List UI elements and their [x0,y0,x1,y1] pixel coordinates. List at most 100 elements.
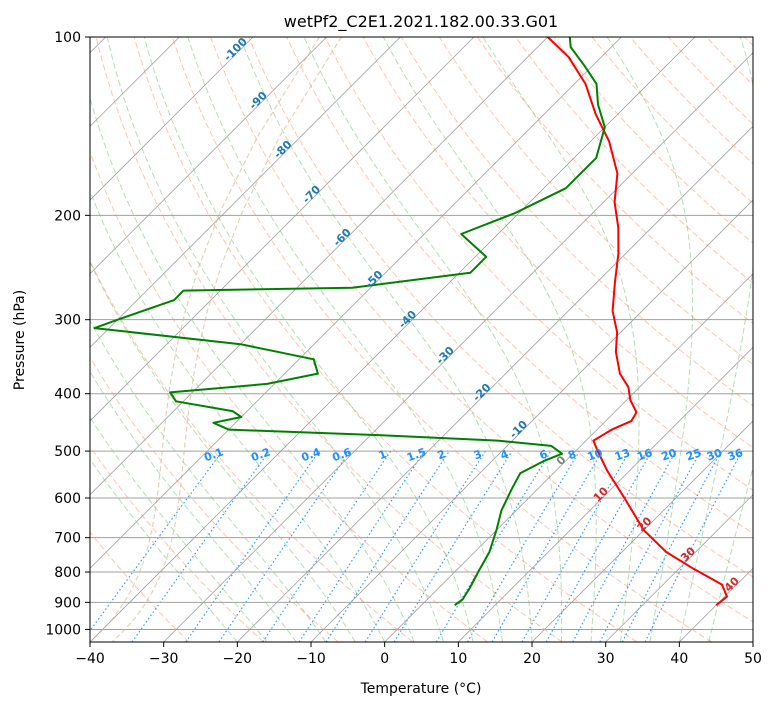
isotherm-line [458,346,753,642]
dry-adiabat [400,37,753,407]
mixing-ratio-line [521,450,631,642]
x-axis-label: Temperature (°C) [360,681,482,697]
y-tick-label: 400 [54,387,81,403]
x-tick-label: −40 [75,651,105,667]
mixing-ratio-label: 1 [377,447,389,462]
mixing-ratio-line [325,450,450,642]
moist-adiabat [90,189,386,642]
dry-adiabat [515,37,753,284]
mixing-ratio-label: 3 [472,447,484,462]
isotherm-line [90,37,696,642]
dry-adiabat [171,37,712,642]
isotherm-line [90,37,548,496]
isotherm-line [90,37,622,569]
y-axis-label: Pressure (hPa) [12,290,28,390]
moist-adiabat [90,260,356,642]
mixing-ratio-label: 1.5 [405,445,428,464]
y-tick-label: 700 [54,531,81,547]
moist-adiabat [143,37,474,642]
moist-adiabat [90,458,238,642]
moist-adiabat [90,370,297,642]
y-tick-label: 1000 [45,622,81,638]
isotherm-line [384,273,753,642]
dry-adiabat [90,356,339,642]
x-tick-label: 20 [523,651,541,667]
moist-adiabat [187,37,503,642]
mixing-ratio-line [644,450,743,642]
moist-adiabat [382,37,597,642]
x-tick-label: −30 [149,651,179,667]
isotherm-line [237,125,753,642]
profile-lines [93,37,728,607]
mixing-ratio-line [131,450,270,642]
y-tick-label: 100 [54,30,81,46]
mixing-ratio-label: 6 [538,447,550,462]
isotherm-line [310,199,753,642]
dry-adiabat [90,445,264,642]
y-tick-label: 300 [54,313,81,329]
mixing-ratio-label: 0.6 [330,445,353,464]
mixing-ratio-label: 0.4 [300,445,323,464]
mixing-ratio-label: 20 [660,446,679,464]
moist-adiabat [90,416,268,642]
dry-adiabat [210,37,753,623]
mixing-ratio-line [393,450,513,642]
mixing-ratio-line [298,450,425,642]
mixing-ratio-line [90,450,223,632]
axes: −40 −30 −20 −10 0 10 20 30 40 5010020030040050060… [45,30,762,667]
mixing-ratio-label: 10 [586,446,605,464]
dry-adiabat [95,37,563,642]
mixing-ratio-label: 13 [613,446,632,463]
y-tick-label: 500 [54,444,81,460]
x-tick-label: −10 [296,651,326,667]
mixing-ratio-line [262,450,392,642]
dry-adiabat [438,37,753,366]
x-tick-label: −20 [223,651,253,667]
isotherm-line [605,494,753,642]
x-tick-label: 50 [744,651,762,667]
isotherm-line [90,37,327,275]
mixing-ratio-label: 0.1 [202,445,225,464]
background-lines [90,37,753,642]
reference-curve [90,37,320,642]
chart-title: wetPf2_C2E1.2021.182.00.33.G01 [284,12,558,32]
isotherm-line [163,52,753,642]
temperature-line [547,37,728,606]
mixing-ratio-line [185,450,320,642]
isotherm-line [90,37,254,201]
mixing-ratio-line [572,450,677,642]
moist-adiabat [303,37,563,642]
mixing-ratio-line [218,450,351,642]
y-tick-label: 800 [54,565,81,581]
x-tick-label: 30 [597,651,615,667]
y-tick-label: 200 [54,208,81,224]
isotherm-line [90,37,401,348]
moist-adiabat [482,37,640,642]
moist-adiabat [606,37,693,642]
moist-adiabat [239,37,533,642]
mixing-ratio-line [545,450,653,642]
y-tick-label: 900 [54,595,81,611]
mixing-ratio-label: 8 [566,447,578,462]
x-tick-label: 40 [670,651,688,667]
x-tick-label: 10 [449,651,467,667]
mixing-ratio-label: 0.2 [249,445,272,464]
mixing-ratio-label: 25 [684,446,703,463]
dry-adiabat [90,150,488,642]
x-tick-label: 0 [380,651,389,667]
y-tick-label: 600 [54,491,81,507]
mixing-ratio-label: 30 [705,446,724,464]
isotherm-line [90,37,475,422]
moist-adiabat [106,37,445,642]
moist-adiabat [678,37,753,642]
mixing-ratio-label: 4 [499,447,511,462]
reference-curve [111,37,342,642]
dry-adiabat [133,37,638,642]
mixing-ratio-label: 36 [726,446,745,464]
isotherm-line [531,420,753,642]
mixing-ratio-label: 2 [436,447,448,462]
mixing-ratio-label: 16 [635,446,654,464]
plot-frame [89,36,754,643]
